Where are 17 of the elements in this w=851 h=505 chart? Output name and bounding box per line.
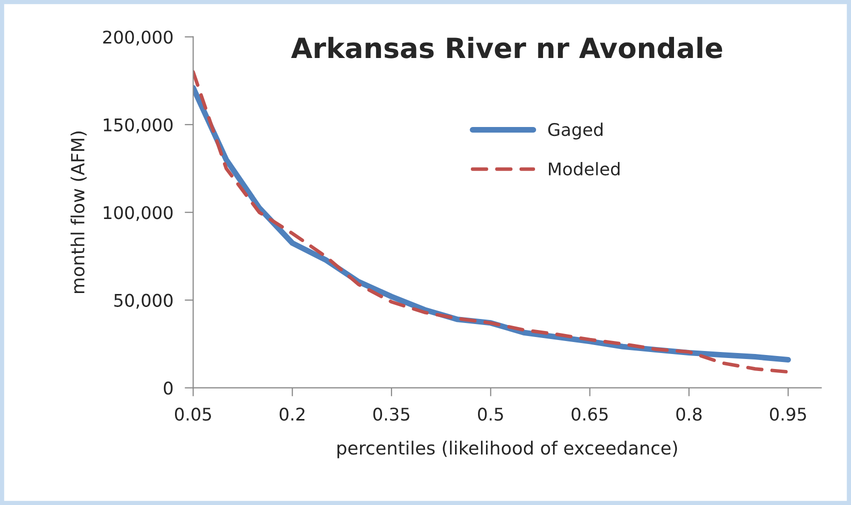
chart-title: Arkansas River nr Avondale [291, 36, 722, 58]
y-tick-label: 50,000 [114, 294, 173, 309]
x-axis-title: percentiles (likelihood of exceedance) [337, 440, 677, 458]
y-tick-label: 0 [164, 382, 173, 395]
x-tick-label: 0.65 [572, 408, 608, 421]
x-tick-label: 0.5 [478, 408, 503, 421]
y-tick-label: 200,000 [103, 30, 173, 46]
x-tick-label: 0.05 [174, 408, 211, 421]
x-tick-label: 0.95 [770, 408, 806, 421]
x-tick-label: 0.8 [676, 408, 702, 421]
legend-label: Gaged [548, 122, 602, 140]
x-tick-label: 0.2 [280, 408, 304, 421]
y-tick-label: 150,000 [104, 118, 173, 134]
y-tick-label: 100,000 [104, 206, 173, 221]
y-axis-title: monthl flow (AFM) [70, 132, 87, 294]
x-tick-label: 0.35 [373, 408, 410, 421]
legend-label: Modeled [548, 162, 620, 176]
